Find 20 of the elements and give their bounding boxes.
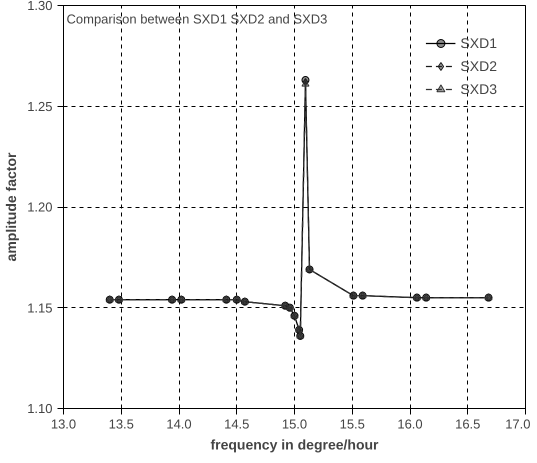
y-tick-label: 1.10 [27, 401, 53, 416]
x-axis-title: frequency in degree/hour [210, 436, 380, 452]
legend-label: SXD2 [460, 58, 497, 74]
y-axis-title: amplitude factor [3, 152, 20, 262]
x-tick-label: 14.5 [224, 416, 250, 432]
x-tick-label: 13.5 [108, 416, 134, 432]
x-tick-label: 15.0 [282, 416, 308, 432]
y-tick-label: 1.25 [27, 98, 53, 114]
x-tick-label: 13.0 [50, 416, 76, 432]
x-tick-label: 15.5 [340, 416, 365, 432]
legend-label: SXD3 [460, 81, 497, 97]
x-tick-label: 14.0 [166, 416, 192, 432]
y-tick-label: 1.20 [27, 200, 53, 214]
text: Comparison between SXD1 SXD2 and SXD3 [66, 12, 328, 26]
y-tick-label: 1.15 [27, 300, 53, 316]
x-tick-label: 16.5 [455, 416, 480, 432]
x-tick-label: 17.0 [505, 416, 531, 432]
legend-label: SXD1 [460, 35, 497, 51]
x-tick-label: 16.0 [397, 416, 423, 432]
y-tick-label: 1.30 [27, 0, 53, 13]
